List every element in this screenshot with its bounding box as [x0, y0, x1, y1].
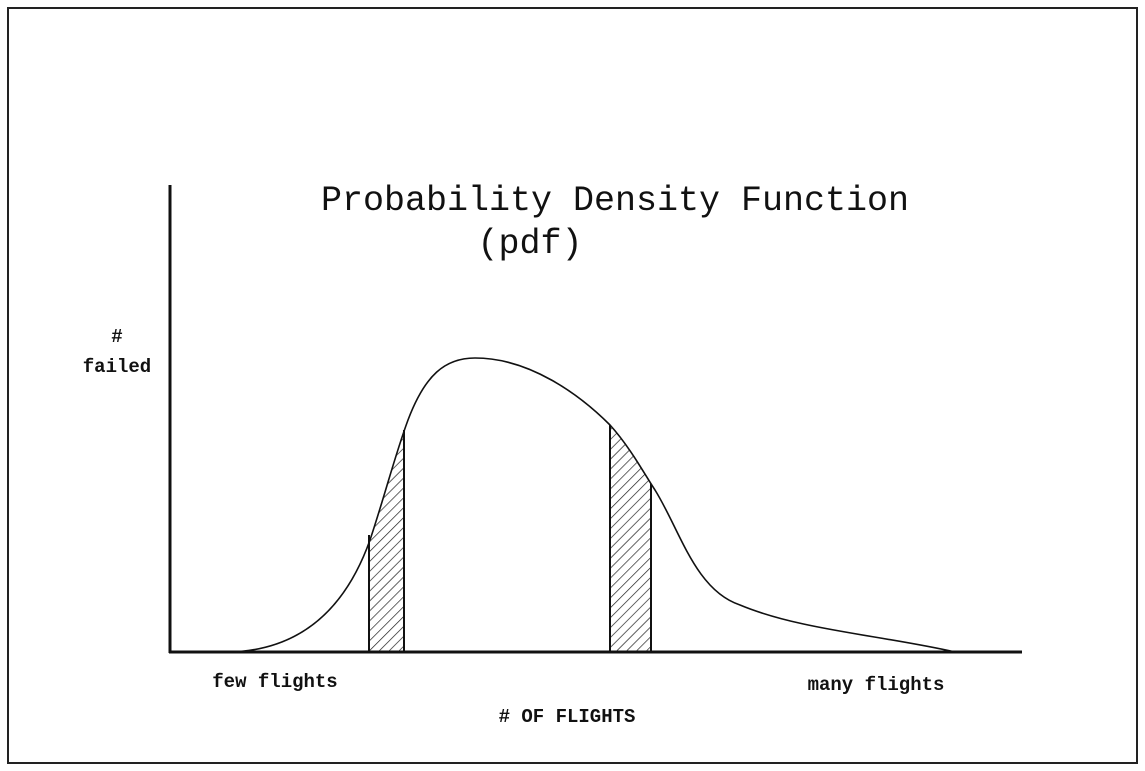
y-label: failed [83, 356, 151, 378]
pdf-curve [229, 357, 956, 653]
x-label: # OF FLIGHTS [499, 706, 636, 728]
title: Probability Density Function [321, 181, 909, 221]
x-right-label: many flights [808, 674, 945, 696]
frame [7, 7, 1138, 764]
y-label: # [111, 326, 122, 348]
subtitle: (pdf) [477, 224, 582, 264]
x-left-label: few flights [212, 671, 337, 693]
hatched-regions [368, 358, 652, 652]
